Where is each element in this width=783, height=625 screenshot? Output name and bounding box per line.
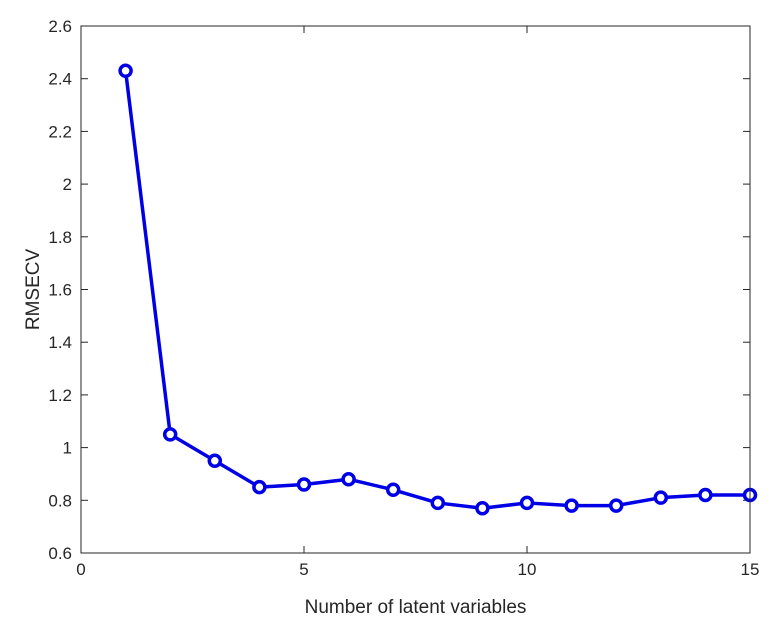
y-tick-label: 1.2 <box>48 386 72 405</box>
y-tick-label: 1 <box>63 439 72 458</box>
y-tick-label: 1.4 <box>48 333 72 352</box>
x-tick-label: 15 <box>741 560 760 579</box>
plot-frame <box>80 25 751 554</box>
y-tick-label: 0.6 <box>48 544 72 563</box>
data-point <box>385 482 401 498</box>
x-tick-label: 10 <box>518 560 537 579</box>
data-point <box>608 498 624 513</box>
tick-labels: 0 5 10 15 0.6 0.8 1 1.2 1.4 1.6 1.8 2 2.2 2.4 2.6 <box>48 17 759 579</box>
y-axis-label: RMSECV <box>23 249 44 331</box>
data-point <box>519 495 535 511</box>
y-tick-label: 1.8 <box>48 228 72 247</box>
data-point <box>118 63 133 79</box>
data-point <box>430 495 446 511</box>
y-tick-label: 2.2 <box>48 122 72 141</box>
data-point <box>341 471 356 487</box>
x-tick-label: 5 <box>299 560 308 579</box>
data-point <box>564 498 579 513</box>
y-tick-label: 2.6 <box>48 17 72 36</box>
data-point <box>252 479 267 495</box>
data-point <box>162 427 178 442</box>
y-tick-label: 0.8 <box>48 491 72 510</box>
data-point <box>296 477 312 492</box>
plot-area <box>81 26 750 553</box>
x-tick-label: 0 <box>76 560 85 579</box>
y-tick-label: 2 <box>63 175 72 194</box>
data-point <box>207 453 223 469</box>
y-tick-label: 1.6 <box>48 281 72 300</box>
data-point <box>653 490 669 505</box>
y-tick-label: 2.4 <box>48 70 72 89</box>
data-point <box>475 500 490 516</box>
data-point <box>698 487 713 503</box>
x-axis-label: Number of latent variables <box>305 597 527 618</box>
series-layer <box>118 63 758 516</box>
